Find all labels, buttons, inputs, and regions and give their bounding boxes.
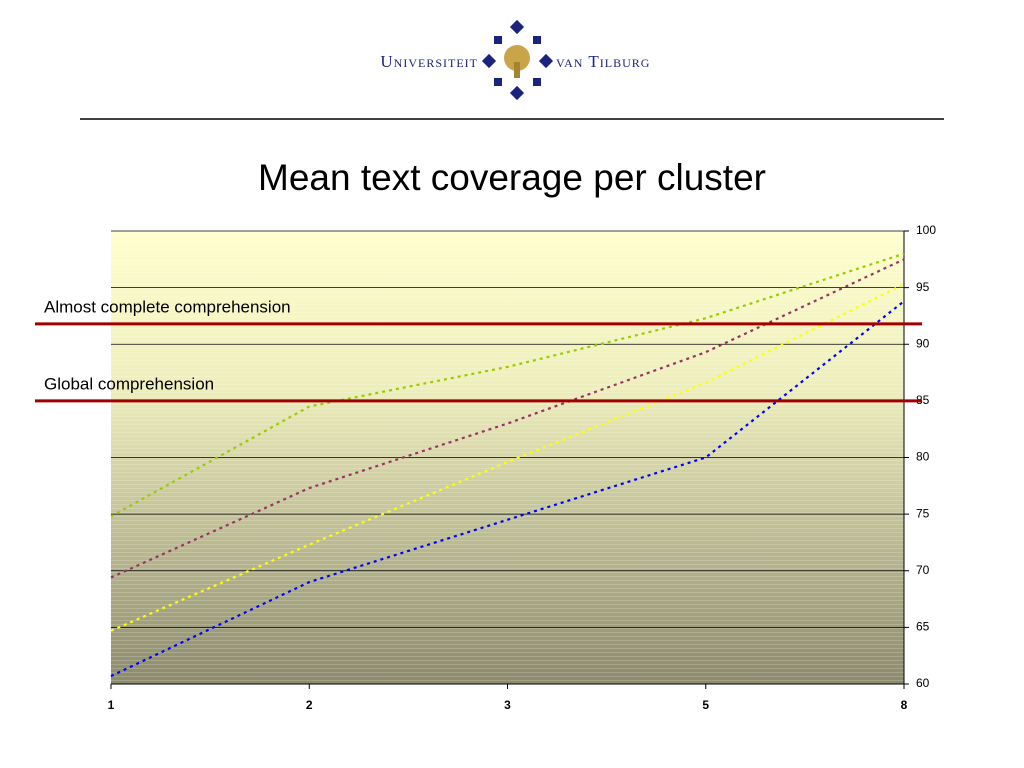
series-line	[110, 300, 905, 678]
logo-left: Universiteit	[380, 52, 478, 71]
threshold-label: Global comprehension	[44, 374, 214, 393]
y-tick-label: 75	[916, 506, 930, 520]
logo-tree	[504, 45, 530, 71]
logo-diamond	[481, 53, 497, 69]
logo-trunk	[514, 62, 520, 78]
chart-title: Mean text coverage per cluster	[258, 157, 766, 198]
y-tick-label: 90	[916, 336, 930, 350]
threshold-label: Almost complete comprehension	[44, 297, 291, 316]
y-tick-label: 95	[916, 280, 930, 294]
y-tick-label: 100	[916, 223, 936, 237]
logo-right: van Tilburg	[556, 52, 650, 71]
series-line	[110, 252, 905, 518]
y-tick-label: 60	[916, 676, 930, 690]
y-tick-label: 70	[916, 563, 930, 577]
logo-square	[494, 36, 502, 44]
logo-square	[533, 36, 541, 44]
series-line	[110, 258, 905, 579]
y-tick-label: 85	[916, 393, 930, 407]
logo-diamond	[509, 19, 525, 35]
logo: Universiteit van Tilburg	[380, 19, 650, 101]
logo-square	[533, 78, 541, 86]
x-tick-label: 1	[108, 698, 115, 712]
logo-square	[494, 78, 502, 86]
y-tick-label: 80	[916, 450, 930, 464]
logo-diamond	[538, 53, 554, 69]
x-tick-label: 3	[504, 698, 511, 712]
y-tick-label: 65	[916, 620, 930, 634]
x-tick-label: 2	[306, 698, 313, 712]
x-tick-label: 8	[901, 698, 908, 712]
x-tick-label: 5	[702, 698, 709, 712]
logo-diamond	[509, 85, 525, 101]
